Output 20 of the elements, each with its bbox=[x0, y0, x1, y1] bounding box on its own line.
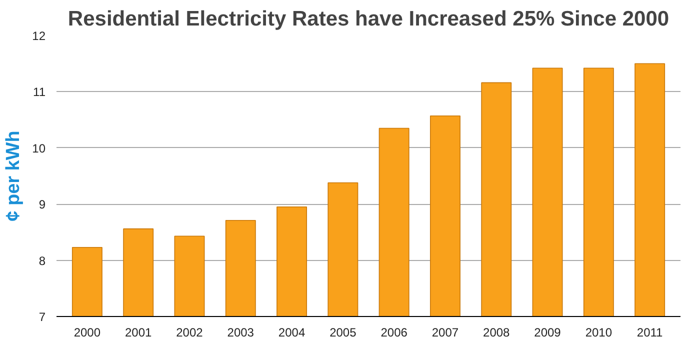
x-tick-label: 2011 bbox=[636, 326, 664, 339]
y-tick-label: 10 bbox=[32, 141, 46, 156]
y-tick-label: 11 bbox=[33, 85, 46, 100]
x-tick-label: 2000 bbox=[74, 326, 101, 339]
y-tick-label: 7 bbox=[38, 310, 46, 324]
x-tick-label: 2005 bbox=[330, 326, 357, 339]
x-tick-label: 2001 bbox=[124, 326, 152, 339]
x-tick-label: 2009 bbox=[534, 326, 562, 339]
x-tick-label: 2002 bbox=[176, 326, 204, 339]
y-tick-label: 9 bbox=[38, 198, 46, 212]
y-tick-label: 12 bbox=[32, 29, 46, 43]
x-tick-label: 2003 bbox=[227, 326, 254, 339]
chart-title: Residential Electricity Rates have Increased 25% Since 2000 bbox=[68, 8, 670, 30]
y-tick-label: 8 bbox=[38, 254, 46, 268]
x-tick-label: 2006 bbox=[380, 326, 408, 339]
x-tick-label: 2004 bbox=[278, 326, 306, 339]
x-tick-label: 2007 bbox=[432, 326, 459, 339]
x-tick-label: 2010 bbox=[585, 326, 612, 339]
y-axis-title: ¢ per kWh bbox=[3, 130, 24, 222]
x-tick-label: 2008 bbox=[483, 326, 510, 339]
